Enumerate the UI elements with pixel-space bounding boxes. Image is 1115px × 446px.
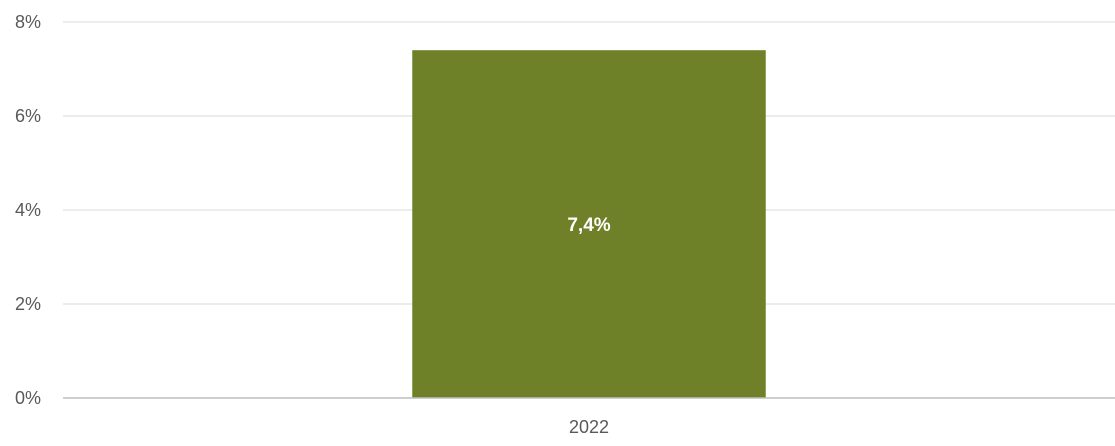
y-tick-label: 6% (15, 106, 41, 126)
data-label: 7,4% (567, 215, 610, 236)
y-tick-label: 4% (15, 200, 41, 220)
y-tick-label: 8% (15, 12, 41, 32)
bars (412, 50, 766, 398)
y-tick-label: 2% (15, 294, 41, 314)
bar (412, 50, 766, 398)
labels: 0% 2% 4% 6% 8% 7,4% 2022 (15, 12, 611, 437)
y-tick-label: 0% (15, 388, 41, 408)
x-tick-label: 2022 (569, 417, 609, 437)
